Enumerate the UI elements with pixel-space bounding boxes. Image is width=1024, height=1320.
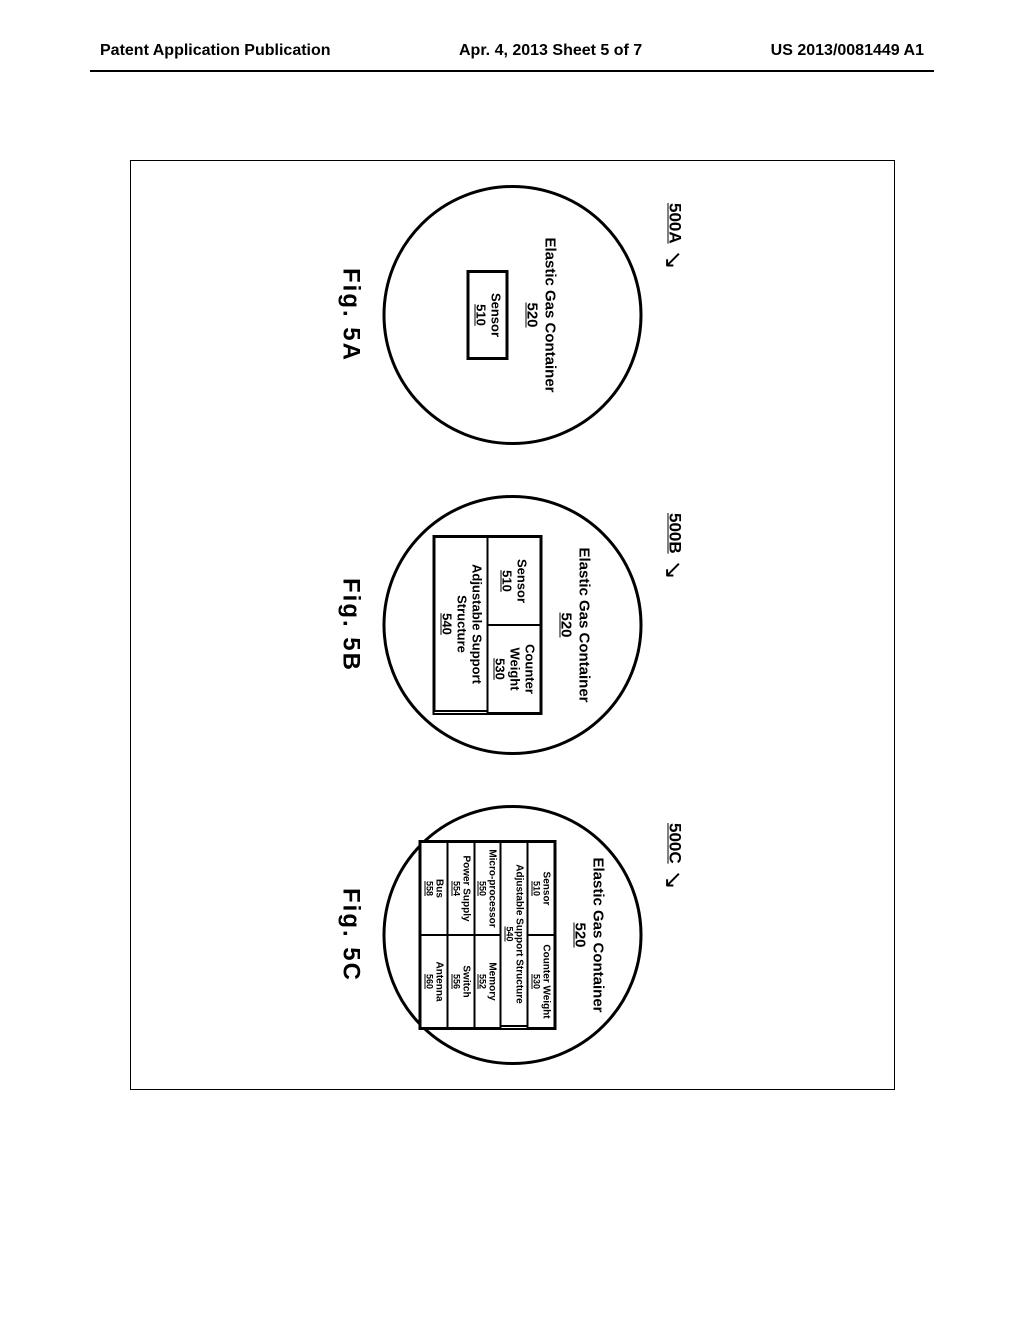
counterweight-label-5b: Counter Weight xyxy=(506,632,536,706)
figure-frame: 500A ↘ Elastic Gas Container 520 Sensor … xyxy=(130,160,895,1090)
powersupply-label-5c: Power Supply xyxy=(460,846,471,931)
support-num-5b: 540 xyxy=(438,544,453,704)
sensor-num-5c: 510 xyxy=(530,846,540,931)
switch-num-5c: 556 xyxy=(450,939,460,1024)
counterweight-num-5c: 530 xyxy=(530,939,540,1024)
balloon-500c: Elastic Gas Container 520 Sensor 510 Cou… xyxy=(382,805,642,1065)
figure-triptych: 500A ↘ Elastic Gas Container 520 Sensor … xyxy=(130,160,895,1090)
balloon-500a: Elastic Gas Container 520 Sensor 510 xyxy=(382,185,642,445)
row-support-5b: Adjustable Support Structure 540 xyxy=(434,537,487,713)
row-sensor-weight-5b: Sensor 510 Counter Weight 530 xyxy=(487,537,540,713)
leader-hook-icon: ↘ xyxy=(658,560,687,580)
component-box-5a: Sensor 510 xyxy=(466,270,508,360)
microprocessor-label-5c: Micro-processor xyxy=(486,846,497,931)
sensor-num-5a: 510 xyxy=(472,279,487,351)
counterweight-label-5c: Counter Weight xyxy=(540,939,551,1024)
ref-num-500c: 500C xyxy=(665,823,685,864)
antenna-num-5c: 560 xyxy=(423,939,433,1024)
container-name-5c: Elastic Gas Container xyxy=(589,857,606,1012)
bus-cell-5c: Bus 558 xyxy=(419,841,448,936)
header-center: Apr. 4, 2013 Sheet 5 of 7 xyxy=(459,42,642,60)
microprocessor-num-5c: 550 xyxy=(477,846,487,931)
row3-5c: Micro-processor 550 Memory 552 xyxy=(474,842,501,1028)
container-num-5a: 520 xyxy=(523,302,540,327)
support-label-5c: Adjustable Support Structure xyxy=(513,846,524,1022)
container-name-5a: Elastic Gas Container xyxy=(541,237,558,392)
reference-label-500a: 500A ↘ xyxy=(660,203,689,270)
container-label-5b: Elastic Gas Container 520 xyxy=(556,547,592,702)
balloon-500b: Elastic Gas Container 520 Sensor 510 Cou… xyxy=(382,495,642,755)
counterweight-num-5b: 530 xyxy=(491,632,506,706)
support-label-5b: Adjustable Support Structure xyxy=(453,544,483,704)
memory-cell-5c: Memory 552 xyxy=(473,934,502,1029)
sensor-cell-5b: Sensor 510 xyxy=(486,536,541,626)
leader-hook-icon: ↘ xyxy=(658,870,687,890)
component-box-5b: Sensor 510 Counter Weight 530 Adjustable… xyxy=(432,535,542,715)
sensor-label-5c: Sensor xyxy=(540,846,551,931)
panel-fig-5c: 500C ↘ Elastic Gas Container 520 Sensor … xyxy=(336,805,689,1065)
bus-label-5c: Bus xyxy=(433,846,444,931)
row4-5c: Power Supply 554 Switch 556 xyxy=(447,842,474,1028)
sensor-label-5a: Sensor xyxy=(487,279,502,351)
header-left: Patent Application Publication xyxy=(100,42,331,60)
sensor-label-5b: Sensor xyxy=(513,544,528,618)
rotated-canvas: 500A ↘ Elastic Gas Container 520 Sensor … xyxy=(130,160,895,1090)
support-cell-5b: Adjustable Support Structure 540 xyxy=(433,536,488,712)
caption-fig-5c: Fig. 5C xyxy=(336,888,364,982)
container-name-5b: Elastic Gas Container xyxy=(575,547,592,702)
panel-fig-5a: 500A ↘ Elastic Gas Container 520 Sensor … xyxy=(336,185,689,445)
header-rule xyxy=(90,70,934,72)
counterweight-cell-5b: Counter Weight 530 xyxy=(486,624,541,714)
caption-fig-5a: Fig. 5A xyxy=(336,268,364,362)
container-num-5c: 520 xyxy=(571,922,588,947)
sensor-cell-5c: Sensor 510 xyxy=(526,841,555,936)
support-num-5c: 540 xyxy=(503,846,513,1022)
leader-hook-icon: ↘ xyxy=(658,250,687,270)
container-num-5b: 520 xyxy=(557,612,574,637)
switch-cell-5c: Switch 556 xyxy=(446,934,475,1029)
reference-label-500c: 500C ↘ xyxy=(660,823,689,890)
ref-num-500b: 500B xyxy=(665,513,685,554)
container-label-5a: Elastic Gas Container 520 xyxy=(522,237,558,392)
ref-num-500a: 500A xyxy=(665,203,685,244)
memory-num-5c: 552 xyxy=(477,939,487,1024)
switch-label-5c: Switch xyxy=(460,939,471,1024)
reference-label-500b: 500B ↘ xyxy=(660,513,689,580)
sensor-num-5b: 510 xyxy=(498,544,513,618)
row1-5c: Sensor 510 Counter Weight 530 xyxy=(527,842,554,1028)
panel-fig-5b: 500B ↘ Elastic Gas Container 520 Sensor … xyxy=(336,495,689,755)
antenna-label-5c: Antenna xyxy=(433,939,444,1024)
row5-5c: Bus 558 Antenna 560 xyxy=(420,842,447,1028)
component-box-5c: Sensor 510 Counter Weight 530 Adjustable… xyxy=(418,840,556,1030)
support-cell-5c: Adjustable Support Structure 540 xyxy=(499,841,528,1027)
microprocessor-cell-5c: Micro-processor 550 xyxy=(473,841,502,936)
powersupply-cell-5c: Power Supply 554 xyxy=(446,841,475,936)
container-label-5c: Elastic Gas Container 520 xyxy=(570,857,606,1012)
caption-fig-5b: Fig. 5B xyxy=(336,578,364,672)
antenna-cell-5c: Antenna 560 xyxy=(419,934,448,1029)
row2-5c: Adjustable Support Structure 540 xyxy=(500,842,527,1028)
bus-num-5c: 558 xyxy=(423,846,433,931)
sensor-cell-5a: Sensor 510 xyxy=(467,271,507,359)
page-header: Patent Application Publication Apr. 4, 2… xyxy=(0,42,1024,60)
memory-label-5c: Memory xyxy=(486,939,497,1024)
counterweight-cell-5c: Counter Weight 530 xyxy=(526,934,555,1029)
header-right: US 2013/0081449 A1 xyxy=(771,42,924,60)
powersupply-num-5c: 554 xyxy=(450,846,460,931)
